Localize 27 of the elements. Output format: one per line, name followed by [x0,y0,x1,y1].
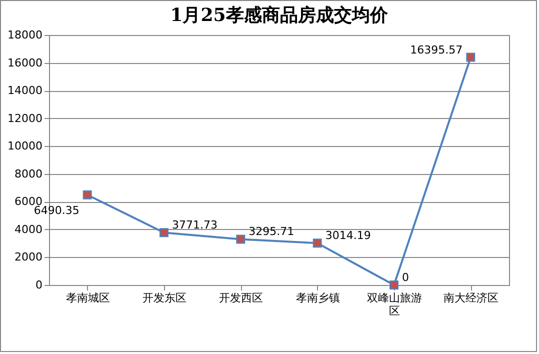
point [160,228,168,238]
x-tick-label: 孝南城区 [66,292,110,304]
x-tick-label: 双峰山旅游区 [367,292,422,318]
point [236,234,246,244]
chart-title: 1月25孝感商品房成交均价 [170,5,389,26]
data-label: 3771.73 [172,218,218,232]
x-tick-label: 开发西区 [219,292,264,304]
point [466,52,476,62]
point [390,280,398,290]
x-tick-label: 开发东区 [142,292,186,304]
y-tick-label: 4000 [14,222,42,236]
y-tick-label: 10000 [8,140,42,153]
point [82,190,92,200]
point [312,238,322,248]
y-tick-label: 0 [36,278,42,292]
y-tick-label: 18000 [8,28,42,42]
y-tick-label: 8000 [14,167,42,180]
y-tick-label: 12000 [8,112,42,125]
data-label: 0 [402,271,409,284]
x-tick-label: 孝南乡镇 [296,292,340,304]
data-label: 3295.71 [248,225,294,238]
x-tick-label: 南大经济区 [444,292,499,304]
data-label: 3014.19 [325,229,371,242]
data-label: 16395.57 [410,43,463,56]
y-tick-label: 14000 [8,84,42,98]
y-tick-label: 16000 [8,56,42,70]
y-tick-label: 2000 [14,250,42,264]
